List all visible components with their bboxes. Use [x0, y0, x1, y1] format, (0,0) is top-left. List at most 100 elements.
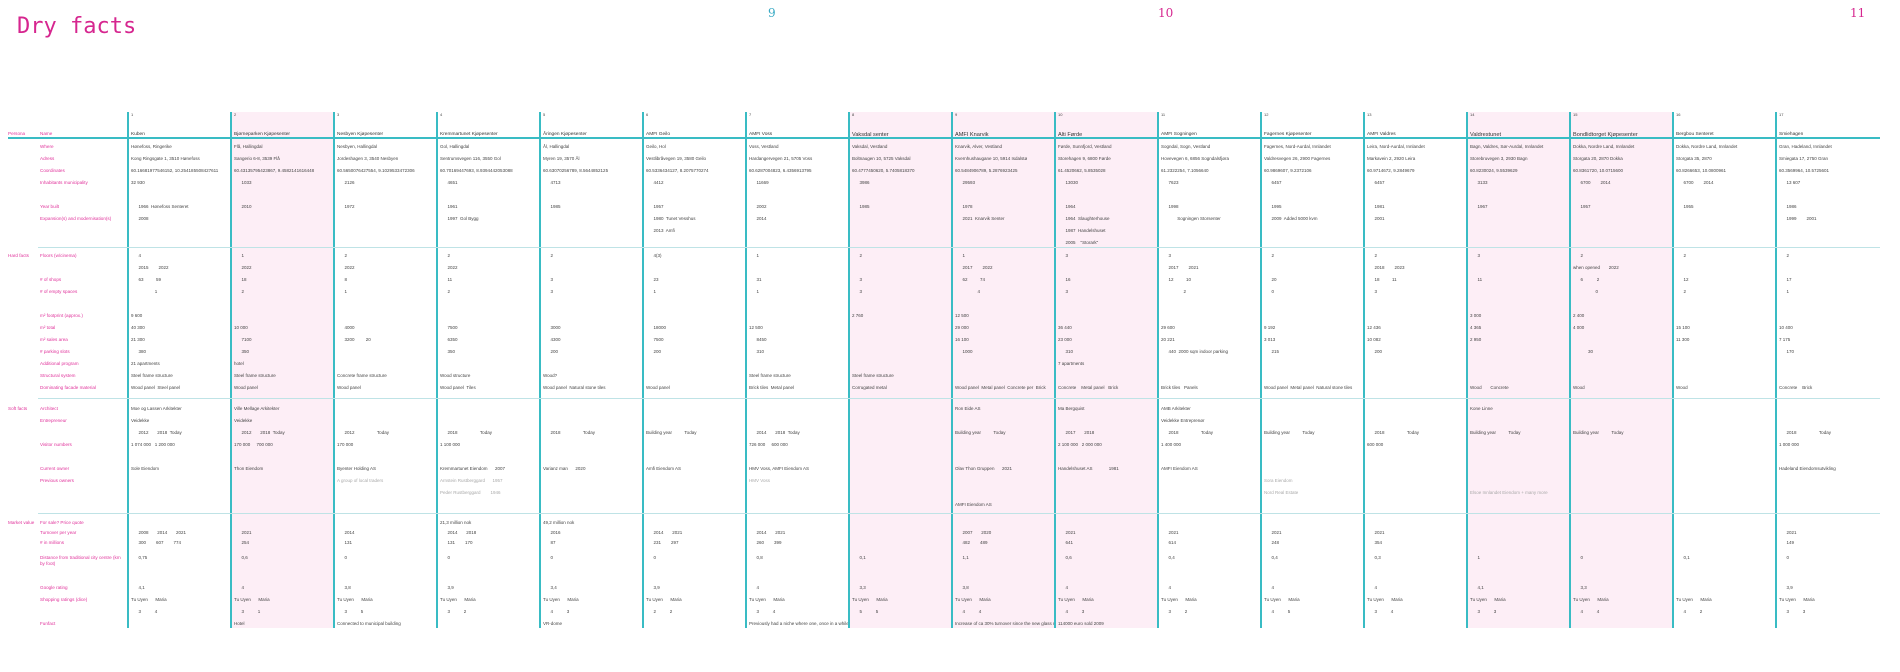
cell-tyears: 2008 2014 2021	[131, 530, 187, 535]
centre-name: AMFI Valdres	[1367, 132, 1396, 137]
cell-sales: 3 013	[1264, 337, 1276, 342]
cell-coords: 60.3569964, 10.5725601	[1779, 168, 1830, 173]
centre-name: Vaksdal senter	[852, 132, 889, 138]
cell-dist: 0,4	[1161, 555, 1175, 560]
column-number: 1	[131, 112, 134, 117]
centre-name: Valdrestunet	[1470, 132, 1501, 138]
cell-address: Sangerio 6-8, 3539 Flå	[234, 156, 280, 161]
cell-owner: Olav Thon Gruppen 2021	[955, 466, 1012, 471]
cell-dice: Tu Uyen Maria	[440, 597, 476, 602]
cell-visit: 1 074 000 1 200 000	[131, 442, 175, 447]
column-divider	[1363, 112, 1365, 628]
centre-name: Åringen Kjøpesenter	[543, 132, 587, 137]
cell-inhab: 7623	[1161, 180, 1179, 185]
cell-total: 10 400	[1779, 325, 1793, 330]
cell-fun: Connected to municipal building	[337, 621, 401, 626]
cell-total: 36 440	[1058, 325, 1072, 330]
section-persona: Persona	[8, 131, 26, 136]
cell-parking: 380	[131, 349, 147, 354]
page-number-9: 9	[768, 6, 776, 20]
column-divider	[951, 112, 953, 628]
column-divider	[848, 112, 850, 628]
cell-shops: 3	[852, 277, 863, 282]
cell-dicev: 4 4	[955, 609, 982, 614]
cell-parking: 350	[234, 349, 250, 354]
cell-shops: 62 74	[955, 277, 986, 282]
cell-floors: 3	[1161, 253, 1172, 258]
cell-coords: 60.5650076427554, 9.1029533472306	[337, 168, 415, 173]
cell-floors: 3	[1058, 253, 1069, 258]
column-number: 3	[337, 112, 340, 117]
row-label-struct: Structural system	[40, 373, 76, 378]
cell-owner: Kremmartunet Eiendom 2007	[440, 466, 506, 471]
cell-tyears: 2014 2021	[646, 530, 683, 535]
column-number: 14	[1470, 112, 1475, 117]
column-number: 13	[1367, 112, 1372, 117]
cell-tyears: 2021	[1264, 530, 1282, 535]
row-label-inhab: Inhabitants municipality	[40, 180, 88, 185]
cell-google: 4	[1367, 585, 1378, 590]
cell-coords: 60.63070256789, 8.5644852125	[543, 168, 609, 173]
cell-where: Nesbyen, Hallingdal	[337, 144, 378, 149]
column-number: 6	[646, 112, 649, 117]
section-soft-facts: Soft facts	[8, 406, 28, 411]
cell-fun: Increase of ca 30% turnover since the ne…	[955, 621, 1061, 626]
row-label-empty: # of empty spaces	[40, 289, 78, 294]
cell-dicev: 3 4	[1367, 609, 1394, 614]
cell-inhab: 2126	[337, 180, 355, 185]
column-number: 12	[1264, 112, 1269, 117]
cell-foot: 2 400	[1573, 313, 1585, 318]
centre-name: Kuben	[131, 132, 145, 137]
cell-built: 1955	[1676, 204, 1694, 209]
cell-inhab: 1033	[234, 180, 252, 185]
cell-total: 4000	[337, 325, 355, 330]
cell-sales: 8450	[749, 337, 767, 342]
cell-coords: 60.4777450620, 5.7405818370	[852, 168, 915, 173]
cell-where: Leira, Nord-Aurdal, Innlandet	[1367, 144, 1425, 149]
cell-shops: 12	[1676, 277, 1689, 282]
cell-total: 29 000	[955, 325, 969, 330]
cell-fyears: 2017 2021	[1161, 265, 1199, 270]
cell-visit: 600 000	[1367, 442, 1384, 447]
row-label-entre: Entrepreneur	[40, 418, 67, 423]
cell-exp: 1999 2001	[1779, 216, 1817, 221]
cell-empty: 3	[1058, 289, 1069, 294]
cell-fyears: 2022	[440, 265, 458, 270]
column-number: 8	[852, 112, 855, 117]
cell-google: 4	[749, 585, 760, 590]
cell-facade: Brick tiles Metal panel	[749, 385, 795, 390]
cell-dice: Tu Uyen Maria	[543, 597, 579, 602]
cell-inhab: 6457	[1264, 180, 1282, 185]
cell-empty: 1	[1779, 289, 1790, 294]
cell-inhab: 4651	[440, 180, 458, 185]
cell-vyears: 2014 2018 Today	[749, 430, 800, 435]
cell-parking: 350	[440, 349, 456, 354]
cell-dice: Tu Uyen Maria	[1779, 597, 1815, 602]
cell-empty: 0	[1264, 289, 1275, 294]
cell-fun: 114000 euro sold 2009	[1058, 621, 1104, 626]
cell-kr: 131 170	[440, 540, 473, 545]
cell-vyears: 2012 2018 Today	[234, 430, 285, 435]
section-divider	[38, 247, 1880, 248]
cell-dist: 0	[337, 555, 348, 560]
cell-built: 2010	[234, 204, 252, 209]
cell-facade: Brick tiles Panels	[1161, 385, 1198, 390]
cell-dist: 0,3	[1367, 555, 1381, 560]
column-divider	[1569, 112, 1571, 628]
column-divider	[333, 112, 335, 628]
column-number: 2	[234, 112, 237, 117]
cell-address: Storebruvegen 3, 2930 Bagn	[1470, 156, 1528, 161]
cell-parking: 200	[543, 349, 559, 354]
cell-coords: 60.8266653, 10.0800961	[1676, 168, 1727, 173]
cell-vyears: 2018 Today	[1161, 430, 1213, 435]
cell-address: Jordeshagen 3, 3540 Nesbyen	[337, 156, 399, 161]
cell-coords: 60.8361720, 10.0715600	[1573, 168, 1624, 173]
centre-name: AMFI Sogningen	[1161, 132, 1197, 137]
cell-foot: 9 600	[131, 313, 143, 318]
row-label-coords: Coordinates	[40, 168, 65, 173]
cell-tyears: 2021	[234, 530, 252, 535]
cell-vyears: 2018 Today	[1779, 430, 1831, 435]
cell-coords: 60.70169447693, 8.9394442053088	[440, 168, 513, 173]
cell-entre: Veidekke	[234, 418, 253, 423]
cell-address: Storehagen 9, 6800 Førde	[1058, 156, 1111, 161]
